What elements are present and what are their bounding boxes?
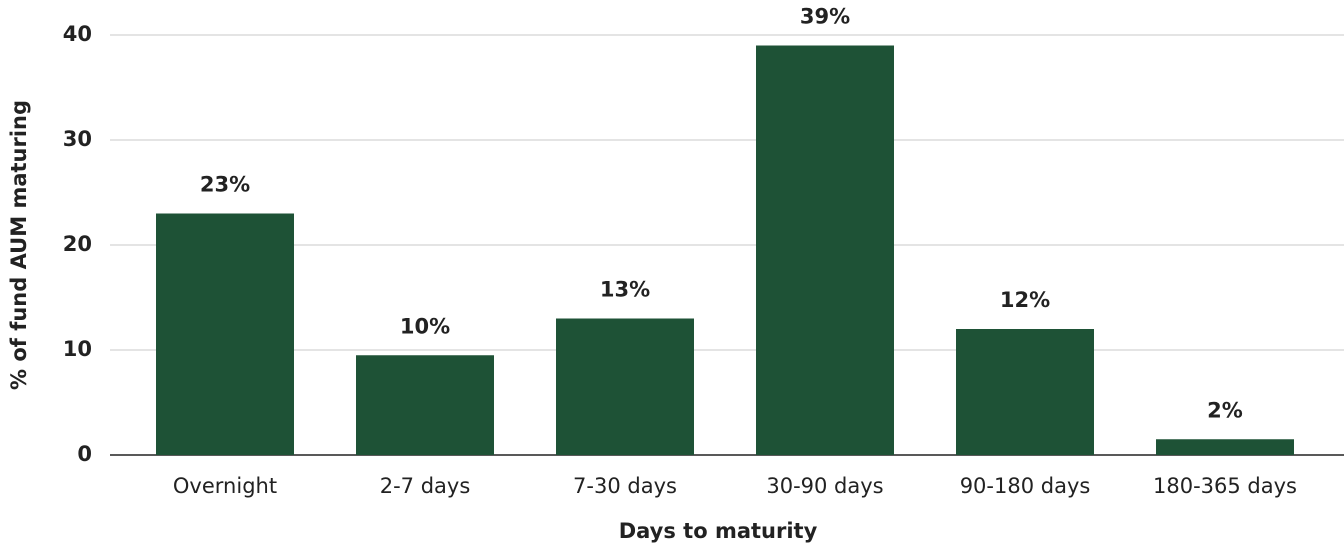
value-label: 23% xyxy=(200,173,250,197)
bar xyxy=(1156,439,1294,455)
x-tick-label: 30-90 days xyxy=(766,474,883,498)
y-tick-label: 20 xyxy=(63,232,92,256)
x-axis-label: Days to maturity xyxy=(619,519,818,543)
y-tick-label: 30 xyxy=(63,127,92,151)
value-label: 13% xyxy=(600,278,650,302)
x-tick-label: 7-30 days xyxy=(573,474,677,498)
value-label: 12% xyxy=(1000,288,1050,312)
x-tick-label: Overnight xyxy=(173,474,277,498)
bar xyxy=(556,318,694,455)
value-label: 39% xyxy=(800,5,850,29)
bar xyxy=(156,213,294,455)
x-tick-label: 90-180 days xyxy=(960,474,1091,498)
bar xyxy=(956,329,1094,455)
y-axis-label: % of fund AUM maturing xyxy=(7,100,31,390)
value-label: 10% xyxy=(400,314,450,338)
bar xyxy=(756,45,894,455)
y-tick-label: 40 xyxy=(63,22,92,46)
bar xyxy=(356,355,494,455)
y-tick-label: 10 xyxy=(63,337,92,361)
x-tick-label: 180-365 days xyxy=(1153,474,1297,498)
y-tick-label: 0 xyxy=(77,442,92,466)
value-label: 2% xyxy=(1207,398,1243,422)
x-tick-label: 2-7 days xyxy=(380,474,471,498)
